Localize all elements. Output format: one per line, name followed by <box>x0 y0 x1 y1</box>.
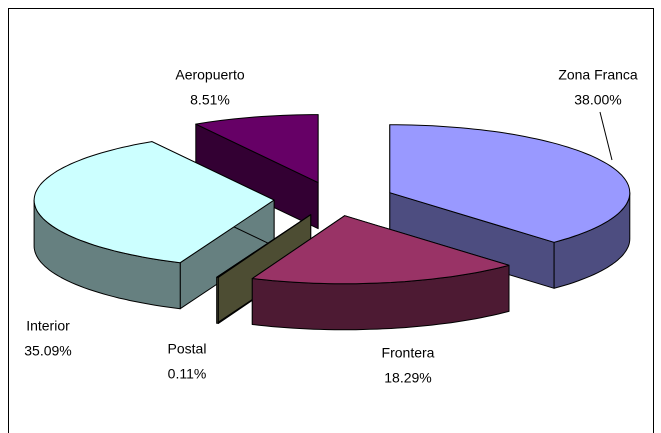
leader-line <box>599 111 613 161</box>
slice <box>216 214 312 278</box>
slice <box>389 124 631 243</box>
slice <box>33 141 275 310</box>
slice <box>195 114 319 184</box>
slice-label: Postal <box>168 341 207 357</box>
slice-value-label: 35.09% <box>24 343 71 359</box>
slice <box>33 141 275 264</box>
slice-wall <box>216 276 219 324</box>
slice <box>251 215 510 331</box>
slice <box>389 124 631 289</box>
slice <box>251 215 510 285</box>
slice-label: Interior <box>26 318 70 334</box>
slice-value-label: 38.00% <box>574 92 621 108</box>
slice <box>195 114 319 230</box>
slice-value-label: 0.11% <box>168 366 207 382</box>
slice-label: Zona Franca <box>558 67 638 83</box>
slice-label: Frontera <box>382 345 435 361</box>
slice-value-label: 8.51% <box>190 92 230 108</box>
slice-value-label: 18.29% <box>384 370 431 386</box>
slice <box>216 214 312 324</box>
slice-label: Aeropuerto <box>175 67 244 83</box>
